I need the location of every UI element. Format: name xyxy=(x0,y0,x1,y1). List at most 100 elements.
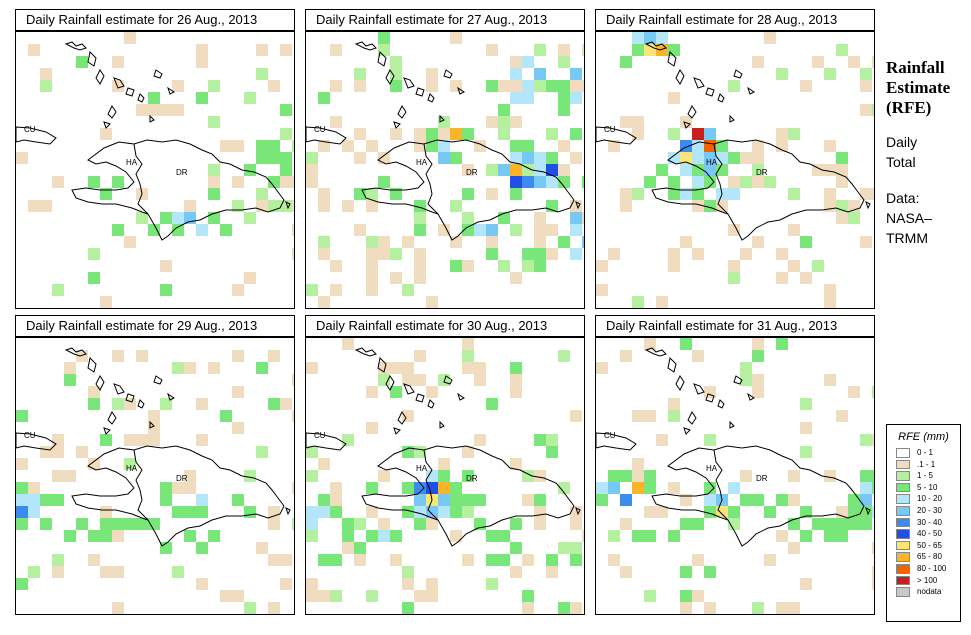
rainfall-cell xyxy=(318,248,330,260)
product-title: Rainfall Estimate (RFE) xyxy=(886,58,971,118)
rainfall-cell xyxy=(776,602,788,614)
rainfall-map: CU HA DR xyxy=(595,31,875,309)
rainfall-cell xyxy=(836,44,848,56)
cuba-label: CU xyxy=(604,125,616,134)
rainfall-cell xyxy=(546,434,558,446)
rainfall-cell xyxy=(390,128,402,140)
rainfall-cell xyxy=(160,212,172,224)
rainfall-cell xyxy=(426,80,438,92)
product-subtitle: Daily Total xyxy=(886,132,971,172)
rainfall-cell xyxy=(438,482,450,494)
rainfall-cell xyxy=(692,128,704,140)
rainfall-cell xyxy=(558,482,570,494)
rainfall-cell xyxy=(450,200,462,212)
rainfall-cell xyxy=(330,590,342,602)
rainfall-cell xyxy=(366,590,378,602)
rainfall-cell xyxy=(570,68,582,80)
rainfall-cell xyxy=(836,530,848,542)
legend-item: nodata xyxy=(887,586,960,598)
rainfall-cell xyxy=(546,152,558,164)
panel-title: Daily Rainfall estimate for 28 Aug., 201… xyxy=(595,9,875,31)
rainfall-cell xyxy=(244,212,256,224)
rainfall-cell xyxy=(438,494,450,506)
rainfall-cell xyxy=(354,80,366,92)
rainfall-cell xyxy=(656,506,668,518)
rainfall-cell xyxy=(752,140,764,152)
subtitle-line: Daily xyxy=(886,134,918,150)
rainfall-cell xyxy=(860,494,872,506)
haiti-label: HA xyxy=(706,158,718,167)
rainfall-cell xyxy=(522,176,534,188)
legend-label: 10 - 20 xyxy=(917,494,942,504)
rainfall-cell xyxy=(196,92,208,104)
rainfall-cell xyxy=(848,494,860,506)
rainfall-cell xyxy=(582,212,584,224)
rainfall-cell xyxy=(160,398,172,410)
rainfall-cell xyxy=(112,398,124,410)
rainfall-cell xyxy=(390,272,402,284)
legend-item: 40 - 50 xyxy=(887,528,960,540)
island-coastline xyxy=(427,399,435,409)
rainfall-cell xyxy=(752,56,764,68)
rainfall-cell xyxy=(414,590,426,602)
rainfall-cell xyxy=(402,578,414,590)
rainfall-cell xyxy=(112,350,124,362)
rainfall-cell xyxy=(292,410,294,422)
island-coastline xyxy=(113,383,125,395)
rainfall-cell xyxy=(510,140,522,152)
rainfall-cell xyxy=(232,200,244,212)
rainfall-cell xyxy=(100,296,112,308)
rainfall-cell xyxy=(256,188,268,200)
panel-title: Daily Rainfall estimate for 29 Aug., 201… xyxy=(15,315,295,337)
rainfall-cell xyxy=(306,152,318,164)
rainfall-cell xyxy=(474,518,486,530)
rainfall-cell xyxy=(342,338,354,350)
rainfall-cell xyxy=(196,224,208,236)
rainfall-cell xyxy=(620,566,632,578)
rainfall-cell xyxy=(160,260,172,272)
rainfall-map-panel: Daily Rainfall estimate for 28 Aug., 201… xyxy=(595,9,875,309)
rainfall-cells xyxy=(596,338,874,614)
rainfall-cell xyxy=(232,350,244,362)
rainfall-cell xyxy=(740,374,752,386)
rainfall-cell xyxy=(450,494,462,506)
rainfall-cell xyxy=(728,188,740,200)
rainfall-cell xyxy=(136,104,148,116)
legend-swatch xyxy=(896,448,910,458)
rainfall-cell xyxy=(450,506,462,518)
rainfall-cell xyxy=(378,248,390,260)
rainfall-cell xyxy=(52,470,64,482)
rainfall-cell xyxy=(510,176,522,188)
rainfall-cell xyxy=(620,200,632,212)
rainfall-cell xyxy=(546,224,558,236)
rainfall-cell xyxy=(812,260,824,272)
rainfall-cell xyxy=(510,362,522,374)
rainfall-cell xyxy=(112,566,124,578)
rainfall-cell xyxy=(256,44,268,56)
rainfall-cell xyxy=(100,518,112,530)
rainfall-cell xyxy=(438,140,450,152)
rainfall-cell xyxy=(426,296,438,308)
rainfall-cell xyxy=(872,578,874,590)
rainfall-cell xyxy=(390,80,402,92)
rainfall-cell xyxy=(318,554,330,566)
rainfall-cell xyxy=(644,590,656,602)
island-coastline xyxy=(575,507,581,516)
dominican-republic-label: DR xyxy=(756,474,768,483)
legend-item: 30 - 40 xyxy=(887,517,960,529)
rainfall-cell xyxy=(220,140,232,152)
rainfall-cell xyxy=(232,422,244,434)
rainfall-cell xyxy=(534,164,546,176)
haiti-label: HA xyxy=(416,464,428,473)
rainfall-cell xyxy=(28,566,40,578)
rainfall-cell xyxy=(280,152,292,164)
rainfall-cell xyxy=(414,374,426,386)
rainfall-cell xyxy=(836,176,848,188)
rainfall-cell xyxy=(40,446,52,458)
rainfall-cell xyxy=(728,482,740,494)
rainfall-cell xyxy=(232,140,244,152)
island-coastline xyxy=(439,114,445,123)
rainfall-cell xyxy=(632,116,644,128)
rainfall-cell xyxy=(740,470,752,482)
rainfall-map-panel: Daily Rainfall estimate for 29 Aug., 201… xyxy=(15,315,295,615)
